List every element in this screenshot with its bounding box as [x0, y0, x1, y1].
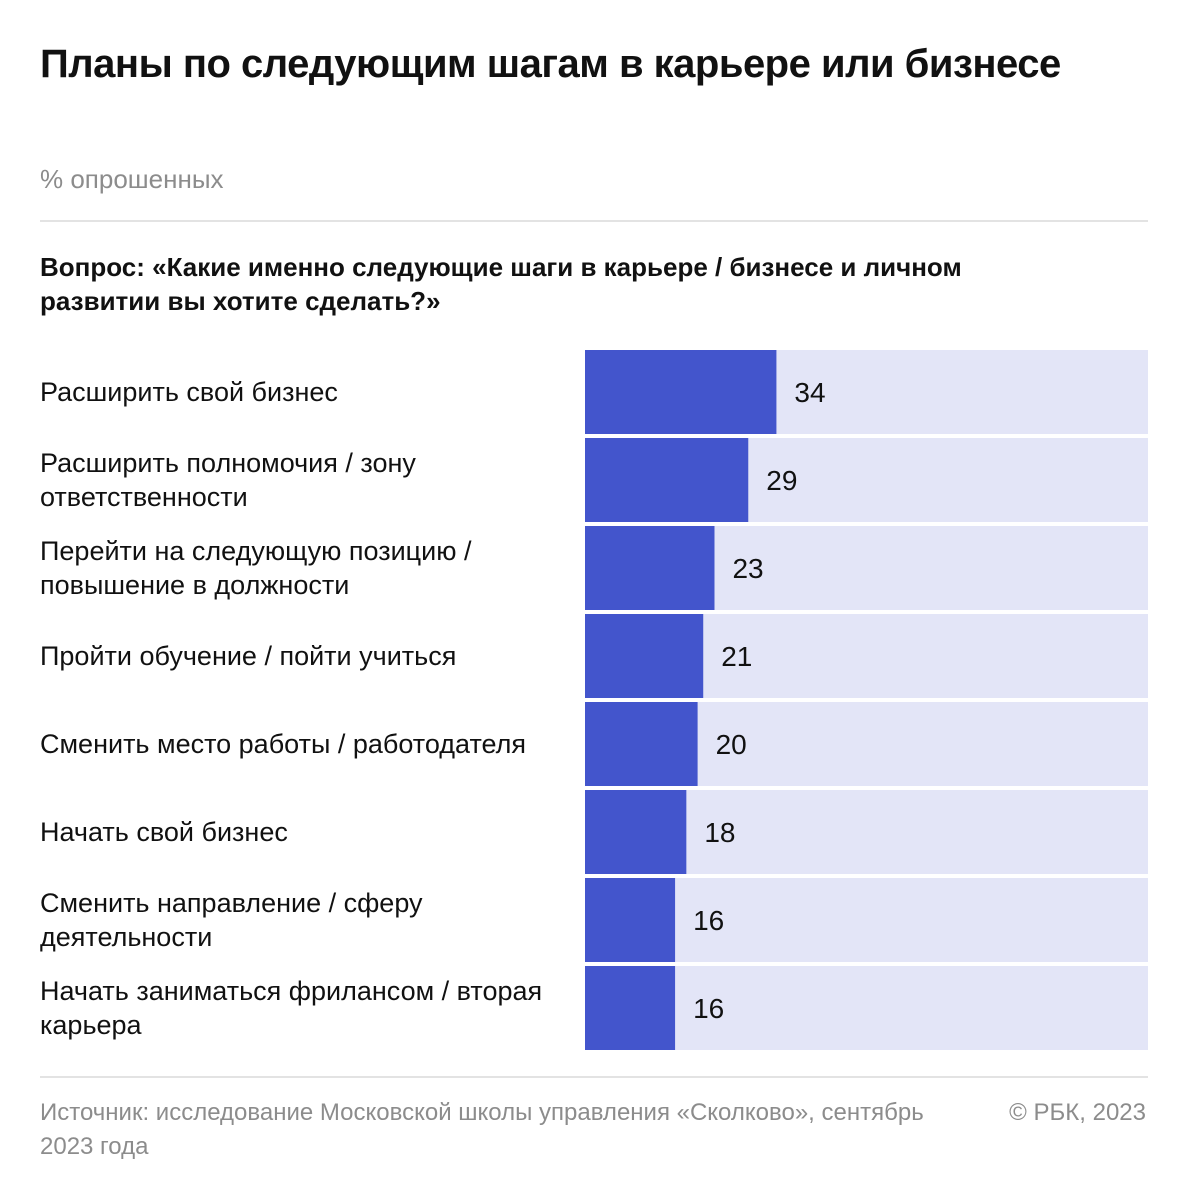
category-label: Начать свой бизнес — [40, 790, 580, 874]
bar-track — [585, 878, 1148, 962]
bar — [585, 350, 777, 434]
category-label-text: Перейти на следующую позицию / повышение… — [40, 536, 472, 600]
bar-value-label: 29 — [766, 465, 797, 496]
chart-subtitle: % опрошенных — [40, 164, 224, 194]
bar-value-label: 20 — [716, 729, 747, 760]
bottom-divider — [40, 1076, 1148, 1078]
bar-value-label: 18 — [704, 817, 735, 848]
bar-track — [585, 966, 1148, 1050]
category-label: Сменить направление / сферу деятельности — [40, 878, 580, 962]
category-label-text: Пройти обучение / пойти учиться — [40, 641, 457, 671]
category-label-text: Начать заниматься фрилансом / вторая кар… — [40, 976, 543, 1040]
category-label: Перейти на следующую позицию / повышение… — [40, 526, 580, 610]
bar — [585, 790, 687, 874]
bar — [585, 438, 749, 522]
category-label: Расширить свой бизнес — [40, 350, 580, 434]
bar — [585, 966, 676, 1050]
bar — [585, 614, 704, 698]
category-label: Начать заниматься фрилансом / вторая кар… — [40, 966, 580, 1050]
category-label-text: Сменить направление / сферу деятельности — [40, 888, 423, 952]
source-note: Источник: исследование Московской школы … — [40, 1099, 924, 1160]
chart-title: Планы по следующим шагам в карьере или б… — [40, 42, 1061, 86]
category-label: Пройти обучение / пойти учиться — [40, 614, 580, 698]
bar-value-label: 16 — [693, 993, 724, 1024]
survey-question: Вопрос: «Какие именно следующие шаги в к… — [40, 252, 962, 316]
category-label-text: Начать свой бизнес — [40, 817, 288, 847]
copyright: © РБК, 2023 — [1009, 1099, 1146, 1126]
bar-value-label: 23 — [732, 553, 763, 584]
category-label: Сменить место работы / работодателя — [40, 702, 580, 786]
bar-value-label: 16 — [693, 905, 724, 936]
category-label-text: Расширить свой бизнес — [40, 377, 338, 407]
bar-value-label: 21 — [721, 641, 752, 672]
bar-value-label: 34 — [794, 377, 825, 408]
bar — [585, 526, 715, 610]
category-label-text: Расширить полномочия / зону ответственно… — [40, 448, 416, 512]
top-divider — [40, 220, 1148, 222]
bar — [585, 702, 698, 786]
category-label-text: Сменить место работы / работодателя — [40, 729, 526, 759]
bar — [585, 878, 676, 962]
category-label: Расширить полномочия / зону ответственно… — [40, 438, 580, 522]
